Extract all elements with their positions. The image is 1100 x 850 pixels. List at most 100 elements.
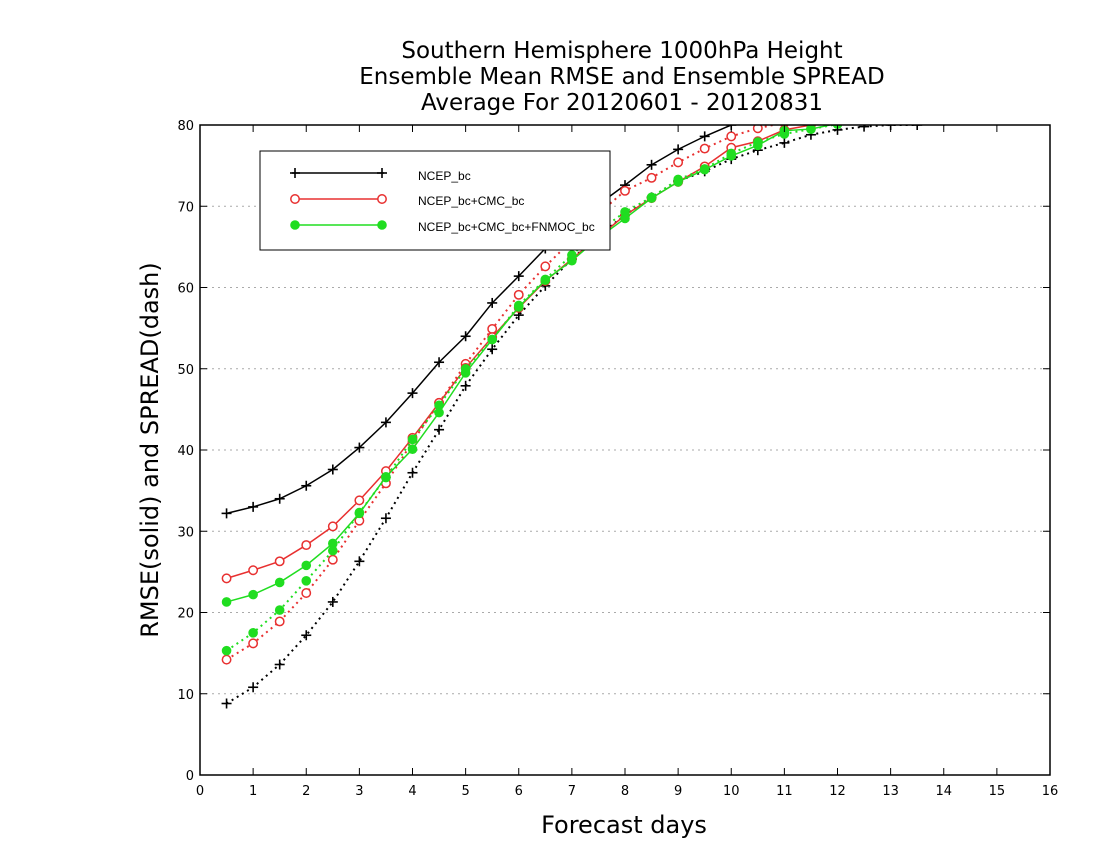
series-0-spread-point-5 (354, 556, 365, 567)
series-1-spread-point-28 (966, 92, 974, 100)
series-2-rmse-point-2 (274, 577, 285, 588)
series-0-rmse-point-10 (487, 297, 498, 308)
legend-box (259, 150, 611, 251)
series-1-rmse-point-0 (221, 573, 232, 584)
chart-title-line-2: Ensemble Mean RMSE and Ensemble SPREAD (359, 64, 884, 90)
series-0-rmse-point-27 (939, 67, 949, 77)
series-0-spread-point-28 (965, 114, 975, 124)
series-1-rmse-point-27 (940, 96, 948, 104)
series-0-rmse-point-5 (354, 442, 365, 453)
series-0-rmse-point-28 (965, 63, 975, 73)
series-0-spread-point-10 (487, 344, 498, 355)
chart-title-line-1: Southern Hemisphere 1000hPa Height (401, 38, 842, 64)
series-0-spread-point-29 (992, 112, 1002, 122)
series-2-spread-point-0 (221, 645, 232, 656)
series-2-rmse-point-3 (301, 560, 312, 571)
series-2-rmse-point-17 (673, 177, 683, 187)
series-2-rmse-point-25 (886, 109, 895, 118)
series-1-rmse-point-24 (860, 109, 868, 117)
series-2-rmse-point-15 (620, 213, 630, 224)
series-1-spread-point-25 (886, 100, 894, 108)
series-2-rmse-point-8 (434, 407, 444, 418)
series-1-spread-point-12 (540, 261, 551, 272)
y-tick-label-1: 10 (177, 688, 194, 703)
legend-marker-left-0 (290, 168, 300, 178)
series-2-spread-point-24 (860, 115, 869, 124)
series-2-rmse-point-22 (806, 125, 816, 134)
series-1-spread-point-18 (699, 143, 710, 154)
legend-marker-left-2 (290, 220, 300, 230)
y-axis-title: RMSE(solid) and SPREAD(dash) (136, 262, 164, 638)
series-0-spread-point-4 (327, 596, 338, 607)
series-1-spread-point-31 (1046, 87, 1054, 95)
series-1-spread-point-24 (860, 104, 868, 112)
series-1-rmse-point-25 (886, 105, 894, 113)
series-2-rmse-point-20 (753, 140, 763, 151)
series-1-spread-point-29 (993, 90, 1001, 98)
series-1-rmse-point-3 (301, 540, 312, 551)
legend-samples (290, 168, 387, 230)
series-1-spread-point-23 (833, 108, 841, 116)
x-tick-label-3: 3 (355, 784, 363, 799)
chart-title-line-3: Average For 20120601 - 20120831 (421, 90, 823, 116)
series-1-spread-point-0 (221, 654, 232, 665)
y-tick-label-0: 0 (186, 769, 194, 784)
series-0-rmse-point-25 (886, 75, 896, 85)
series-1-rmse-point-5 (354, 495, 365, 506)
series-0-rmse-point-6 (380, 417, 391, 428)
series-1-spread-point-15 (620, 185, 630, 196)
series-1-rmse-point-26 (913, 100, 921, 108)
series-0-spread-point-0 (221, 698, 232, 709)
series-0-rmse-point-0 (221, 508, 232, 519)
legend-label-ncep-cmc: NCEP_bc+CMC_bc (418, 194, 524, 208)
series-0-spread-point-6 (380, 513, 391, 524)
x-tick-label-13: 13 (882, 784, 899, 799)
series-0-rmse-line (226, 125, 734, 515)
series-1-spread-point-16 (646, 172, 657, 183)
series-layer (221, 63, 1055, 709)
series-1-spread-point-27 (940, 95, 948, 103)
x-tick-label-14: 14 (935, 784, 952, 799)
series-0-rmse-point-8 (434, 357, 445, 368)
y-tick-label-3: 30 (177, 525, 194, 540)
y-tick-label-6: 60 (177, 282, 194, 297)
y-tick-label-8: 80 (177, 119, 194, 134)
series-1-spread-point-4 (327, 554, 338, 565)
series-0-spread-point-21 (779, 137, 790, 148)
series-1-spread-point-19 (726, 131, 737, 142)
x-tick-label-8: 8 (621, 784, 629, 799)
series-1-rmse-point-1 (248, 565, 259, 576)
series-2-rmse-point-28 (966, 100, 975, 109)
legend-label-ncep-cmc-fnmoc: NCEP_bc+CMC_bc+FNMOC_bc (418, 220, 595, 234)
x-axis-title: Forecast days (541, 811, 707, 839)
series-0-spread-line (226, 125, 924, 705)
series-2-spread-point-1 (248, 628, 258, 638)
series-2-spread-point-3 (301, 576, 312, 586)
series-1-rmse-point-4 (327, 521, 338, 532)
x-tick-label-0: 0 (196, 784, 204, 799)
x-tick-label-5: 5 (461, 784, 469, 799)
series-2-rmse-point-18 (699, 164, 710, 175)
series-1-rmse-point-31 (1046, 87, 1054, 95)
series-0-rmse-point-18 (699, 131, 710, 142)
y-tick-label-4: 40 (177, 444, 194, 459)
series-0-spread-point-9 (460, 380, 471, 391)
series-0-rmse-point-4 (327, 464, 338, 475)
x-tick-label-4: 4 (408, 784, 416, 799)
series-2-spread-point-27 (939, 104, 948, 113)
series-1-rmse-point-28 (966, 94, 974, 102)
series-1-spread-point-2 (274, 616, 285, 627)
x-tick-label-10: 10 (723, 784, 740, 799)
series-1-spread-point-1 (248, 638, 259, 649)
x-tick-label-15: 15 (989, 784, 1006, 799)
series-1-spread-point-17 (673, 157, 684, 168)
series-0-spread-point-31 (1045, 109, 1055, 119)
series-0-rmse-point-11 (513, 271, 524, 282)
axis-ticks (199, 124, 1051, 776)
series-2-spread-point-30 (1019, 97, 1028, 106)
series-1-rmse-line (226, 125, 815, 580)
series-0-spread-point-8 (434, 424, 445, 435)
series-0-spread-point-1 (248, 682, 259, 693)
series-1-spread-point-20 (752, 125, 763, 134)
